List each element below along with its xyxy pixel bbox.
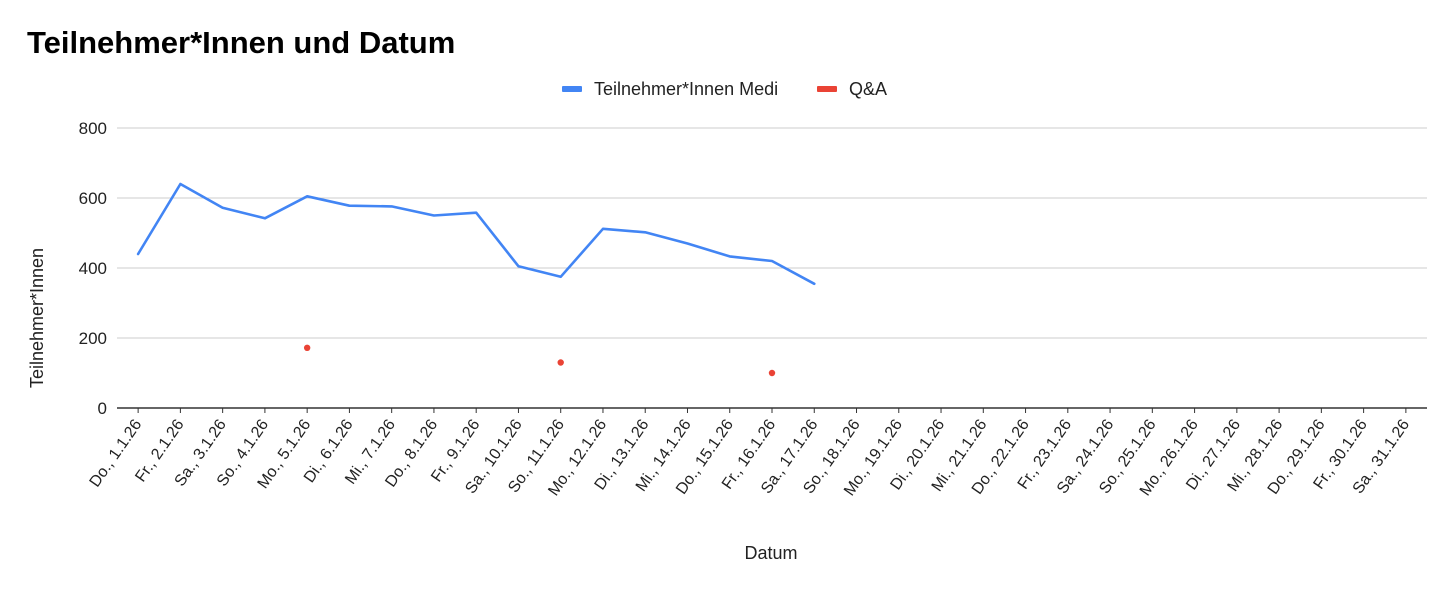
gridlines: [117, 127, 1427, 339]
legend-label-qa: Q&A: [849, 79, 887, 99]
qa-point: [303, 344, 311, 351]
chart-title: Teilnehmer*Innen und Datum: [27, 25, 455, 60]
qa-point: [768, 369, 776, 377]
legend: Teilnehmer*Innen Medi Q&A: [562, 79, 887, 99]
y-tick-label: 600: [79, 189, 107, 208]
y-tick-label: 200: [79, 329, 107, 348]
y-tick-label: 0: [98, 399, 107, 418]
y-tick-label: 400: [79, 259, 107, 278]
x-axis-title: Datum: [744, 543, 797, 563]
series-line-medi: [136, 182, 816, 286]
series-layer: [136, 182, 816, 377]
legend-swatch-qa: [817, 86, 837, 92]
y-axis-ticks: 0 200 400 600 800: [79, 119, 107, 418]
y-tick-label: 800: [79, 119, 107, 138]
legend-swatch-medi: [562, 86, 582, 92]
y-axis-title: Teilnehmer*Innen: [27, 248, 47, 388]
qa-point: [557, 359, 564, 366]
legend-label-medi: Teilnehmer*Innen Medi: [594, 79, 778, 99]
